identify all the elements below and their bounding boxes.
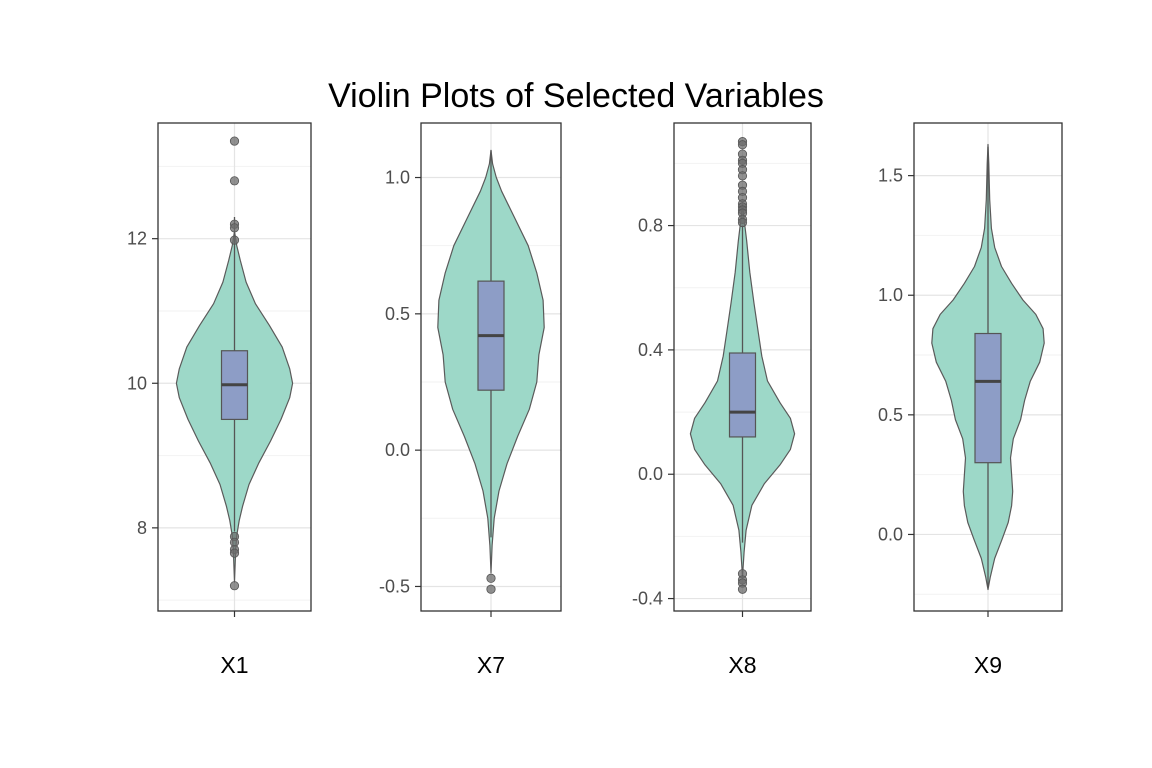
chart-panels: 8 10 12 X1 -0.5 0.0 0.5 1.0 X7 -0.4 0.0 0.4 0.8 X8 0.0… — [127, 122, 1063, 678]
x-category-label: X7 — [477, 652, 505, 678]
chart-title: Violin Plots of Selected Variables — [328, 77, 824, 115]
y-tick-label: -0.4 — [632, 589, 663, 609]
outlier-point — [229, 235, 240, 245]
y-tick-label: 1.0 — [385, 168, 410, 188]
outlier-point — [229, 581, 240, 591]
y-tick-label: 0.4 — [638, 340, 663, 360]
outlier-point — [229, 136, 240, 146]
panel-x8: -0.4 0.0 0.4 0.8 X8 — [632, 122, 812, 678]
y-tick-label: 12 — [127, 229, 147, 249]
y-tick-label: 0.5 — [878, 405, 903, 425]
y-tick-label: -0.5 — [379, 576, 410, 596]
outlier-point — [737, 584, 748, 594]
y-tick-label: 0.0 — [385, 440, 410, 460]
y-tick-label: 0.0 — [638, 464, 663, 484]
outlier-point — [229, 548, 240, 558]
outlier-point — [486, 573, 496, 583]
x-category-label: X1 — [220, 652, 248, 678]
outlier-point — [737, 217, 748, 228]
y-tick-label: 0.5 — [385, 304, 410, 324]
iqr-box — [974, 332, 1002, 464]
panel-x7: -0.5 0.0 0.5 1.0 X7 — [379, 122, 562, 678]
y-tick-label: 1.0 — [878, 285, 903, 305]
outlier-point — [229, 176, 240, 186]
y-tick-label: 10 — [127, 373, 147, 393]
outlier-point — [229, 223, 240, 233]
y-tick-label: 0.8 — [638, 216, 663, 236]
outlier-point — [486, 584, 496, 594]
x-category-label: X9 — [974, 652, 1002, 678]
y-tick-label: 1.5 — [878, 166, 903, 186]
y-tick-label: 8 — [137, 518, 147, 538]
x-category-label: X8 — [728, 652, 756, 678]
outlier-point — [737, 171, 748, 181]
outlier-point — [737, 140, 748, 150]
panel-x1: 8 10 12 X1 — [127, 122, 312, 678]
y-tick-label: 0.0 — [878, 524, 903, 544]
panel-x9: 0.0 0.5 1.0 1.5 X9 — [878, 122, 1063, 678]
iqr-box — [728, 352, 757, 438]
